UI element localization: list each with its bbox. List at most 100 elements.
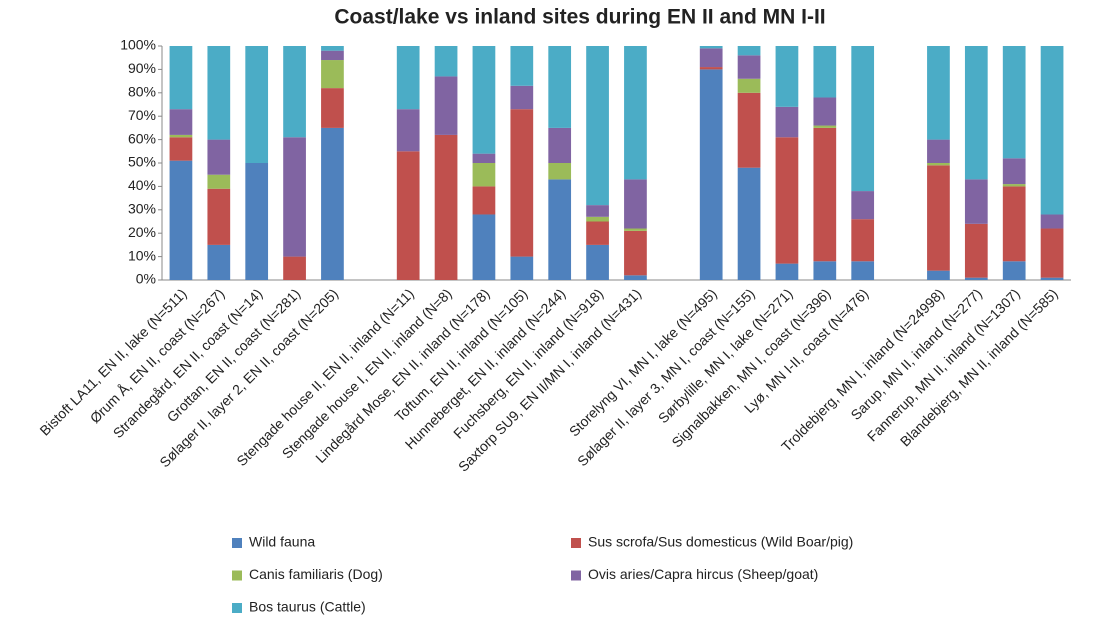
bar-segment xyxy=(699,67,723,70)
bar-segment xyxy=(434,76,458,135)
bar-segment xyxy=(1002,184,1026,187)
bar-segment xyxy=(699,48,723,68)
y-tick-label: 30% xyxy=(128,201,156,217)
bar-segment xyxy=(1040,228,1064,278)
bar-segment xyxy=(624,228,647,231)
bar-segment xyxy=(927,165,950,271)
y-tick-label: 50% xyxy=(128,154,156,170)
legend-label: Wild fauna xyxy=(249,534,315,550)
bar-segment xyxy=(245,163,269,280)
bar-segment xyxy=(472,186,496,215)
bar-segment xyxy=(851,46,875,192)
bar-segment xyxy=(624,275,647,280)
bar-segment xyxy=(321,60,344,89)
bar-segment xyxy=(169,46,193,110)
bar-segment xyxy=(964,46,988,180)
bar-segment xyxy=(169,160,193,280)
bar-segment xyxy=(624,46,647,180)
bar-segment xyxy=(927,163,950,166)
bar-segment xyxy=(737,55,761,79)
bar-segment xyxy=(927,270,950,280)
bar-segment xyxy=(207,174,231,189)
y-tick-label: 70% xyxy=(128,107,156,123)
y-tick-label: 80% xyxy=(128,84,156,100)
bar-segment xyxy=(813,127,837,262)
bar-segment xyxy=(851,261,875,280)
bar-segment xyxy=(510,46,534,86)
bar-segment xyxy=(169,134,193,138)
bar-segment xyxy=(813,46,837,98)
bar-segment xyxy=(283,46,306,138)
bar-segment xyxy=(699,69,723,281)
bar-segment xyxy=(699,46,723,49)
legend-label: Sus scrofa/Sus domesticus (Wild Boar/pig… xyxy=(588,534,853,550)
bar-segment xyxy=(775,106,799,138)
bar-segment xyxy=(396,46,420,110)
legend-swatch xyxy=(232,603,242,613)
chart-title: Coast/lake vs inland sites during EN II … xyxy=(334,6,825,29)
bar-segment xyxy=(737,46,761,56)
x-tick-label: Strandegård, EN II, coast (N=14) xyxy=(110,285,266,441)
bar-segment xyxy=(851,219,875,262)
bar-segment xyxy=(472,214,496,280)
legend-swatch xyxy=(232,538,242,548)
bar-segment xyxy=(510,256,534,280)
y-tick-label: 90% xyxy=(128,60,156,76)
bar-segment xyxy=(245,46,269,163)
bar-segment xyxy=(472,153,496,163)
bar-segment xyxy=(548,127,572,163)
bar-segment xyxy=(775,46,799,107)
bar-segment xyxy=(1002,158,1026,185)
bar-segment xyxy=(624,230,647,276)
bar-segment xyxy=(586,46,609,206)
y-tick-label: 60% xyxy=(128,130,156,146)
bar-segment xyxy=(207,244,231,280)
bar-segment xyxy=(1002,261,1026,280)
bar-segment xyxy=(586,221,609,245)
bar-segment xyxy=(964,223,988,278)
x-tick-label: Fannerup, MN II, inland (N=1307) xyxy=(864,285,1023,444)
bar-segment xyxy=(283,256,306,280)
bar-segment xyxy=(1040,214,1064,229)
bar-segment xyxy=(964,277,988,280)
bar-segment xyxy=(813,261,837,280)
bar-segment xyxy=(169,137,193,161)
bar-segment xyxy=(586,205,609,217)
y-tick-label: 20% xyxy=(128,224,156,240)
bar-segment xyxy=(1002,186,1026,262)
bar-segment xyxy=(927,139,950,163)
legend-swatch xyxy=(571,570,581,581)
bar-segment xyxy=(775,263,799,280)
bar-segment xyxy=(548,179,572,280)
bar-segment xyxy=(737,167,761,280)
legend-swatch xyxy=(571,538,581,548)
bar-segment xyxy=(813,125,837,128)
bar-segment xyxy=(321,46,344,51)
bar-segment xyxy=(169,109,193,135)
bar-segment xyxy=(548,163,572,180)
bar-segment xyxy=(472,163,496,187)
bar-segment xyxy=(586,216,609,222)
bar-segment xyxy=(737,92,761,168)
bar-segment xyxy=(964,179,988,224)
bar-segment xyxy=(624,179,647,229)
bar-segment xyxy=(321,50,344,61)
legend-label: Ovis aries/Capra hircus (Sheep/goat) xyxy=(588,566,818,582)
bar-segment xyxy=(775,137,799,264)
bar-segment xyxy=(207,46,231,140)
bar-segment xyxy=(207,139,231,175)
bar-segment xyxy=(472,46,496,154)
bar-segment xyxy=(396,151,420,280)
bar-segment xyxy=(586,244,609,280)
y-tick-label: 0% xyxy=(136,271,156,287)
bar-segment xyxy=(321,88,344,128)
bar-segment xyxy=(207,188,231,245)
y-tick-label: 100% xyxy=(120,37,156,53)
bar-segment xyxy=(548,46,572,128)
bar-segment xyxy=(321,127,344,281)
bar-segment xyxy=(1040,277,1064,280)
bar-segment xyxy=(434,46,458,77)
bar-segment xyxy=(396,109,420,152)
legend-swatch xyxy=(232,570,242,581)
